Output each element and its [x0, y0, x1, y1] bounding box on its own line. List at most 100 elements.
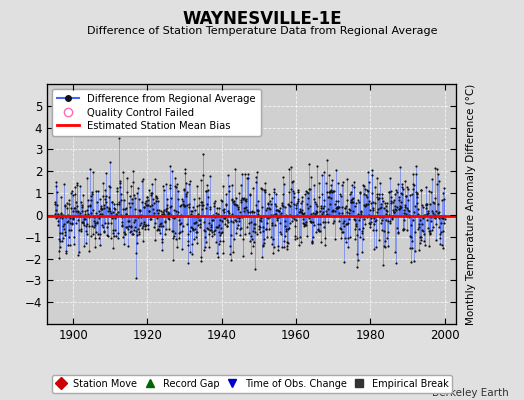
Point [414, 211, 422, 218]
Point [296, 234, 304, 240]
Point [399, 185, 407, 192]
Point [320, 224, 329, 230]
Point [188, 208, 196, 214]
Point [137, 220, 145, 226]
Point [390, 249, 399, 255]
Point [410, 229, 419, 236]
Point [388, 213, 396, 220]
Point [267, 201, 275, 207]
Point [183, 242, 192, 248]
Point [182, 180, 191, 187]
Point [414, 221, 423, 228]
Point [297, 209, 305, 215]
Point [329, 220, 337, 226]
Point [232, 202, 240, 208]
Point [302, 201, 311, 207]
Point [305, 203, 314, 210]
Point [101, 196, 110, 202]
Point [136, 222, 145, 228]
Point [440, 220, 449, 227]
Point [334, 204, 343, 210]
Point [387, 200, 396, 206]
Point [349, 194, 357, 201]
Point [81, 210, 89, 217]
Point [177, 220, 185, 226]
Point [283, 238, 291, 245]
Point [241, 205, 249, 212]
Point [422, 204, 430, 211]
Point [193, 222, 202, 228]
Point [103, 224, 111, 230]
Point [294, 188, 302, 195]
Point [394, 181, 402, 187]
Point [362, 201, 370, 208]
Point [316, 208, 324, 214]
Point [183, 238, 192, 244]
Point [417, 234, 425, 240]
Point [192, 229, 201, 235]
Point [59, 212, 67, 218]
Point [366, 223, 374, 230]
Point [307, 210, 315, 217]
Point [143, 194, 151, 201]
Point [214, 224, 222, 230]
Point [408, 190, 417, 197]
Point [214, 210, 222, 217]
Point [107, 209, 115, 216]
Point [395, 194, 403, 200]
Point [225, 209, 233, 216]
Point [168, 168, 176, 174]
Point [121, 206, 129, 212]
Point [334, 198, 343, 204]
Point [378, 217, 386, 223]
Point [370, 246, 378, 252]
Point [104, 220, 112, 226]
Point [319, 197, 328, 204]
Point [365, 198, 373, 204]
Point [84, 202, 92, 209]
Point [63, 205, 71, 211]
Point [381, 200, 389, 206]
Point [225, 183, 233, 190]
Point [93, 231, 102, 238]
Point [389, 207, 398, 213]
Point [195, 216, 204, 223]
Point [217, 224, 225, 231]
Point [169, 233, 178, 240]
Point [285, 166, 293, 173]
Point [114, 230, 122, 236]
Point [70, 205, 79, 212]
Point [268, 241, 277, 247]
Point [270, 189, 278, 196]
Point [414, 226, 422, 232]
Point [256, 216, 264, 223]
Point [196, 258, 205, 264]
Point [62, 219, 71, 225]
Point [220, 209, 228, 215]
Point [264, 201, 272, 207]
Point [278, 202, 286, 208]
Point [88, 223, 96, 229]
Point [411, 203, 420, 210]
Point [72, 220, 80, 226]
Point [307, 219, 315, 226]
Point [344, 234, 352, 241]
Point [130, 219, 138, 226]
Point [122, 211, 130, 217]
Point [332, 205, 340, 211]
Point [140, 221, 148, 228]
Point [422, 201, 431, 207]
Point [308, 237, 316, 244]
Point [181, 203, 190, 209]
Point [274, 246, 282, 253]
Point [188, 251, 196, 257]
Point [68, 220, 77, 226]
Point [296, 208, 304, 214]
Point [301, 222, 310, 229]
Point [227, 196, 236, 203]
Point [308, 240, 316, 246]
Point [233, 214, 242, 221]
Point [71, 184, 79, 190]
Point [401, 193, 410, 200]
Point [206, 222, 215, 228]
